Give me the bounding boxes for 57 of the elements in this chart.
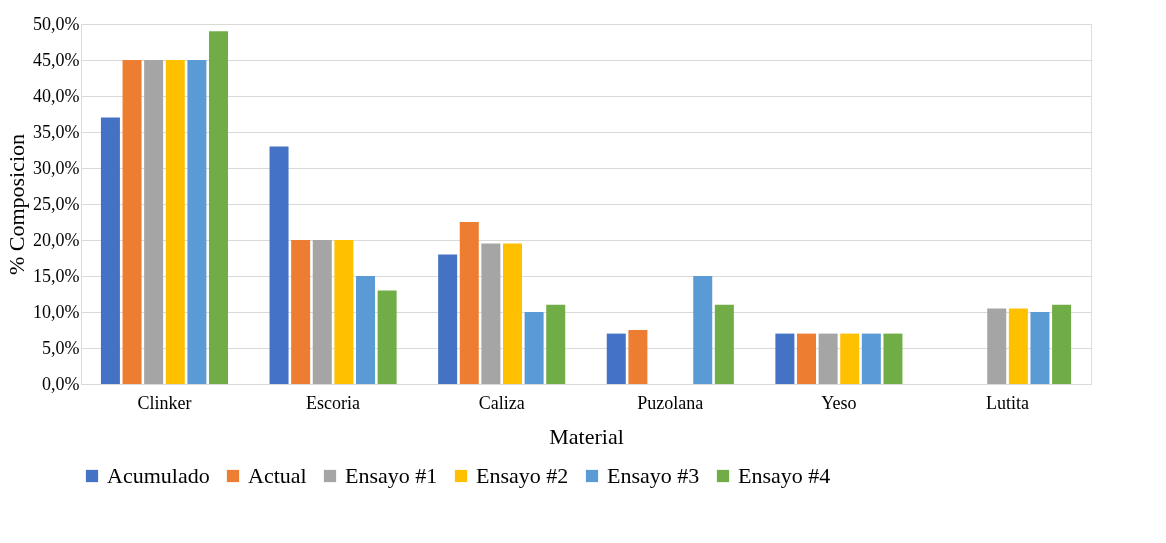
bar (334, 240, 354, 384)
y-tick-label: 45,0% (33, 49, 80, 70)
bar (714, 304, 734, 384)
y-tick-label: 15,0% (33, 265, 80, 286)
bar (1030, 312, 1050, 384)
bar (693, 276, 713, 384)
bar (606, 333, 626, 384)
y-tick-label: 50,0% (33, 13, 80, 34)
x-tick-label: Yeso (821, 392, 857, 413)
legend-label: Acumulado (107, 463, 210, 488)
bar (122, 60, 142, 384)
x-axis-title: Material (549, 423, 624, 449)
bar (165, 60, 185, 384)
bar (775, 333, 795, 384)
legend-label: Ensayo #4 (738, 463, 831, 488)
bar (269, 146, 289, 384)
bar (100, 117, 120, 384)
bar (1052, 304, 1072, 384)
y-tick-label: 30,0% (33, 157, 80, 178)
bar (209, 31, 229, 384)
y-tick-label: 35,0% (33, 121, 80, 142)
y-tick-label: 25,0% (33, 193, 80, 214)
bar (503, 243, 522, 384)
bar (883, 333, 903, 384)
bar (377, 290, 397, 384)
x-tick-label: Puzolana (637, 392, 704, 413)
legend-label: Ensayo #3 (607, 463, 700, 488)
y-tick-label: 40,0% (33, 85, 80, 106)
x-tick-label: Lutita (986, 392, 1030, 413)
bar (818, 333, 838, 384)
y-tick-label: 0,0% (42, 373, 80, 394)
x-tick-label: Clinker (137, 392, 192, 413)
bar (546, 304, 566, 384)
legend-label: Ensayo #2 (476, 463, 569, 488)
bar (291, 240, 311, 384)
y-tick-label: 10,0% (33, 301, 80, 322)
bar (1008, 308, 1028, 384)
bar (459, 222, 479, 384)
bar (438, 254, 458, 384)
y-tick-label: 20,0% (33, 229, 80, 250)
x-tick-label: Escoria (306, 392, 361, 413)
bar (356, 276, 375, 384)
y-axis-title: % Composicion (4, 133, 30, 276)
bar (840, 333, 860, 384)
bar (797, 333, 816, 384)
bar (987, 308, 1007, 384)
bar (481, 243, 501, 384)
legend-label: Ensayo #1 (345, 463, 438, 488)
y-tick-label: 5,0% (42, 337, 80, 358)
x-tick-label: Caliza (478, 392, 525, 413)
bar (312, 240, 332, 384)
bar (144, 60, 164, 384)
bar (524, 312, 544, 384)
bar (187, 60, 207, 384)
bar (861, 333, 881, 384)
bar (628, 330, 648, 384)
legend-label: Actual (248, 463, 307, 488)
